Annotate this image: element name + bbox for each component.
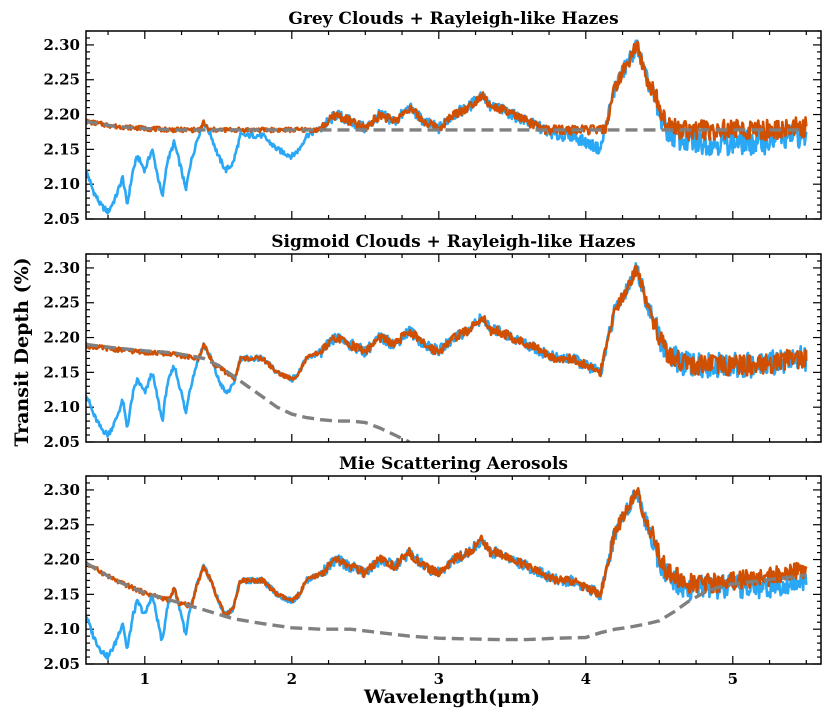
y-tick-label: 2.25 (43, 71, 80, 89)
y-tick-label: 2.05 (43, 210, 80, 228)
y-tick-label: 2.15 (43, 363, 80, 381)
panel-sigmoid-clouds: Sigmoid Clouds + Rayleigh-like Hazes 2.05… (43, 232, 822, 451)
x-tick-label: 4 (581, 670, 591, 688)
y-tick-label: 2.25 (43, 294, 80, 312)
aerosol-contribution-line (86, 561, 807, 642)
plot-frame (85, 253, 822, 443)
y-tick-label: 2.20 (43, 106, 80, 124)
aerosol-spectrum-line (86, 264, 808, 382)
plot-frame (85, 475, 822, 665)
y-tick-label: 2.05 (43, 655, 80, 673)
y-tick-label: 2.20 (43, 551, 80, 569)
y-tick-label: 2.15 (43, 585, 80, 603)
clear-spectrum-line (86, 489, 808, 661)
panel-title: Mie Scattering Aerosols (339, 454, 568, 474)
y-tick-label: 2.30 (43, 259, 80, 277)
panel-title: Grey Clouds + Rayleigh-like Hazes (288, 9, 618, 29)
aerosol-contribution-line (86, 342, 411, 442)
aerosol-spectrum-line (86, 487, 808, 618)
x-tick-label: 5 (728, 670, 738, 688)
x-tick-label: 2 (287, 670, 297, 688)
y-tick-label: 2.10 (43, 175, 80, 193)
y-tick-label: 2.10 (43, 398, 80, 416)
y-tick-label: 2.30 (43, 481, 80, 499)
y-axis-label: Transit Depth (%) (11, 257, 33, 446)
x-axis-label: Wavelength(μm) (363, 686, 540, 708)
panel-mie-scattering: Mie Scattering Aerosols 2.05 2.10 2.15 2.20 2… (43, 454, 822, 688)
x-tick-label: 3 (434, 670, 444, 688)
panel-title: Sigmoid Clouds + Rayleigh-like Hazes (271, 232, 635, 252)
y-tick-label: 2.05 (43, 433, 80, 451)
aerosol-contribution-line (86, 119, 807, 132)
plot-area (86, 262, 808, 442)
y-tick-label: 2.10 (43, 620, 80, 638)
y-tick-label: 2.20 (43, 329, 80, 347)
x-tick-label: 1 (140, 670, 150, 688)
plot-frame (85, 30, 822, 220)
y-tick-label: 2.30 (43, 36, 80, 54)
aerosol-spectrum-line (86, 40, 808, 142)
y-tick-label: 2.15 (43, 140, 80, 158)
panel-grey-clouds: Grey Clouds + Rayleigh-like Hazes 2.05 2.1… (43, 9, 822, 228)
clear-spectrum-line (86, 262, 808, 438)
y-tick-label: 2.25 (43, 516, 80, 534)
plot-area (86, 487, 808, 661)
plot-area (86, 39, 808, 215)
